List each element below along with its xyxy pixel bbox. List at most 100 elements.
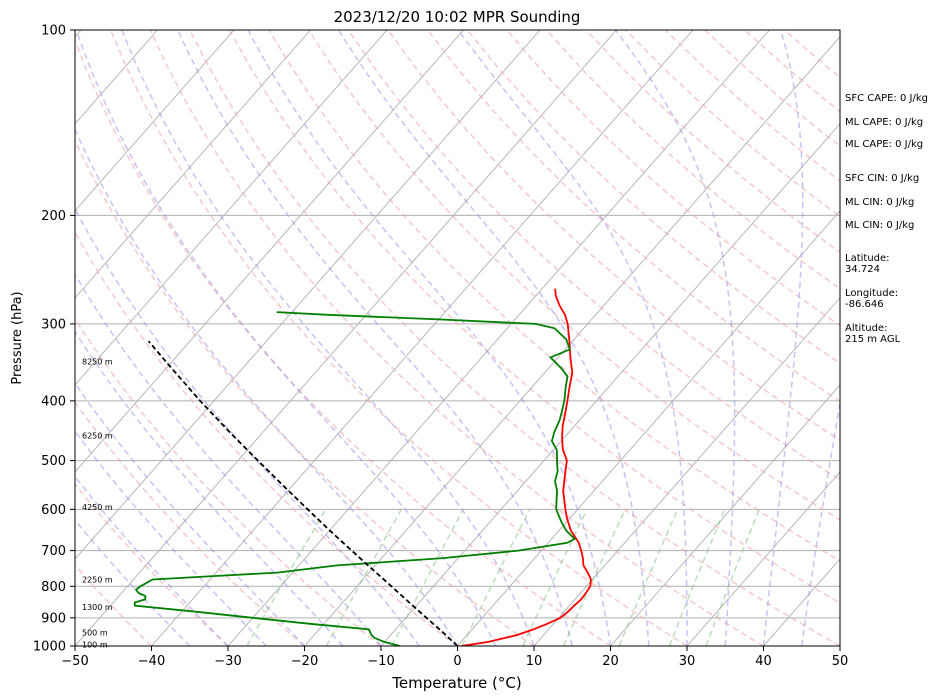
moist-adiabat — [177, 30, 574, 646]
height-labels: 8250 m 6250 m 4250 m 2250 m 1300 m 500 m 100 m — [82, 357, 113, 649]
moist-adiabat — [457, 30, 688, 646]
moist-adiabat — [75, 207, 420, 646]
mixing-ratio-line — [618, 508, 679, 646]
moist-adiabat — [75, 382, 306, 646]
mixing-ratio-line — [668, 509, 726, 646]
isotherm-line — [457, 210, 840, 646]
moist-adiabat — [75, 475, 229, 646]
x-tick-label: 30 — [679, 654, 696, 669]
isotherm-line — [151, 30, 694, 646]
x-tick-label: −10 — [367, 654, 394, 669]
y-tick-label: 600 — [41, 503, 66, 518]
altitude-value: 215 m AGL — [845, 334, 901, 345]
height-label: 100 m — [82, 641, 108, 650]
x-tick-label: −40 — [138, 654, 165, 669]
y-tick-label: 400 — [41, 394, 66, 409]
dry-adiabat — [75, 482, 229, 646]
dry-adiabat — [189, 30, 840, 646]
dry-adiabat — [75, 563, 153, 646]
height-label: 8250 m — [82, 357, 113, 366]
x-axis-label: Temperature (°C) — [391, 674, 521, 692]
y-tick-label: 700 — [41, 544, 66, 559]
dry-adiabat — [427, 30, 840, 403]
y-tick-label: 100 — [41, 24, 66, 39]
isotherm-line — [686, 471, 840, 646]
moist-adiabat — [801, 399, 840, 646]
height-label: 6250 m — [82, 431, 113, 440]
plot-frame — [74, 29, 841, 647]
dry-adiabat — [308, 30, 840, 521]
height-label: 2250 m — [82, 576, 113, 585]
moist-adiabat — [75, 127, 459, 646]
sfc-cin-text: SFC CIN: 0 J/kg — [845, 173, 920, 184]
moist-adiabat — [337, 30, 650, 646]
dry-adiabat — [75, 38, 611, 646]
dry-adiabat — [387, 30, 840, 442]
altitude-label: Altitude: — [845, 323, 888, 334]
mixing-ratio-line — [705, 509, 760, 646]
isotherm-line — [610, 384, 840, 646]
x-tick-label: 0 — [453, 654, 461, 669]
ml-cape-text-2: ML CAPE: 0 J/kg — [845, 139, 924, 150]
isotherm-line — [75, 30, 311, 299]
isotherm-line — [75, 30, 617, 646]
dry-adiabat — [347, 30, 840, 481]
dry-adiabat — [75, 230, 458, 646]
isotherm-line — [75, 30, 388, 386]
y-tick-label: 300 — [41, 317, 66, 332]
moist-adiabat — [247, 30, 612, 646]
isotherm-line — [0, 30, 4, 646]
mixing-ratio-line — [325, 508, 402, 646]
latitude-value: 34.724 — [845, 264, 880, 275]
isotherm-line — [304, 36, 840, 646]
ml-cin-text-2: ML CIN: 0 J/kg — [845, 220, 915, 231]
mixing-ratio-line — [562, 508, 626, 646]
background-lines — [0, 30, 840, 646]
series-line-2 — [147, 340, 459, 646]
x-tick-label: 20 — [602, 654, 619, 669]
series-layer — [133, 288, 592, 646]
mixing-ratio-line — [391, 508, 464, 646]
height-label: 4250 m — [82, 503, 113, 512]
mixing-ratio-line — [246, 508, 327, 646]
height-label: 500 m — [82, 628, 108, 637]
isotherm-line — [380, 123, 840, 646]
moist-adiabat — [121, 30, 535, 646]
longitude-label: Longitude: — [845, 288, 899, 299]
x-axis: −50 −40 −30 −20 −10 0 10 20 30 40 50 — [61, 646, 848, 669]
chart-title: 2023/12/20 10:02 MPR Sounding — [334, 8, 581, 26]
isotherm-line — [75, 30, 541, 560]
moist-adiabat — [762, 30, 804, 646]
mixing-ratio-line — [461, 508, 531, 646]
series-line-0 — [461, 288, 592, 646]
x-tick-label: 10 — [526, 654, 543, 669]
moist-adiabat — [615, 30, 736, 646]
dry-adiabat — [545, 30, 840, 290]
x-tick-label: 40 — [755, 654, 772, 669]
dry-adiabat — [268, 30, 840, 562]
longitude-value: -86.646 — [845, 299, 884, 310]
dry-adiabat — [75, 139, 535, 646]
moist-adiabat — [75, 30, 497, 646]
isotherm-line — [75, 30, 235, 212]
y-tick-label: 500 — [41, 454, 66, 469]
sfc-cape-text: SFC CAPE: 0 J/kg — [845, 93, 928, 104]
y-tick-label: 200 — [41, 209, 66, 224]
y-axis: 100 200 300 400 500 600 700 800 900 1000 — [33, 24, 75, 655]
moist-adiabat — [75, 430, 267, 646]
isotherm-line — [75, 30, 464, 473]
dry-adiabat — [149, 30, 764, 646]
x-tick-label: −30 — [214, 654, 241, 669]
y-tick-label: 1000 — [33, 640, 66, 655]
mixing-ratio-line — [522, 508, 588, 646]
latitude-label: Latitude: — [845, 253, 890, 264]
ml-cin-text-1: ML CIN: 0 J/kg — [845, 197, 915, 208]
x-tick-label: −20 — [291, 654, 318, 669]
x-tick-label: 50 — [832, 654, 849, 669]
height-label: 1300 m — [82, 603, 113, 612]
y-axis-label: Pressure (hPa) — [10, 291, 25, 384]
moist-adiabat — [75, 518, 191, 646]
isotherm-line — [227, 30, 770, 646]
series-line-1 — [133, 311, 577, 646]
